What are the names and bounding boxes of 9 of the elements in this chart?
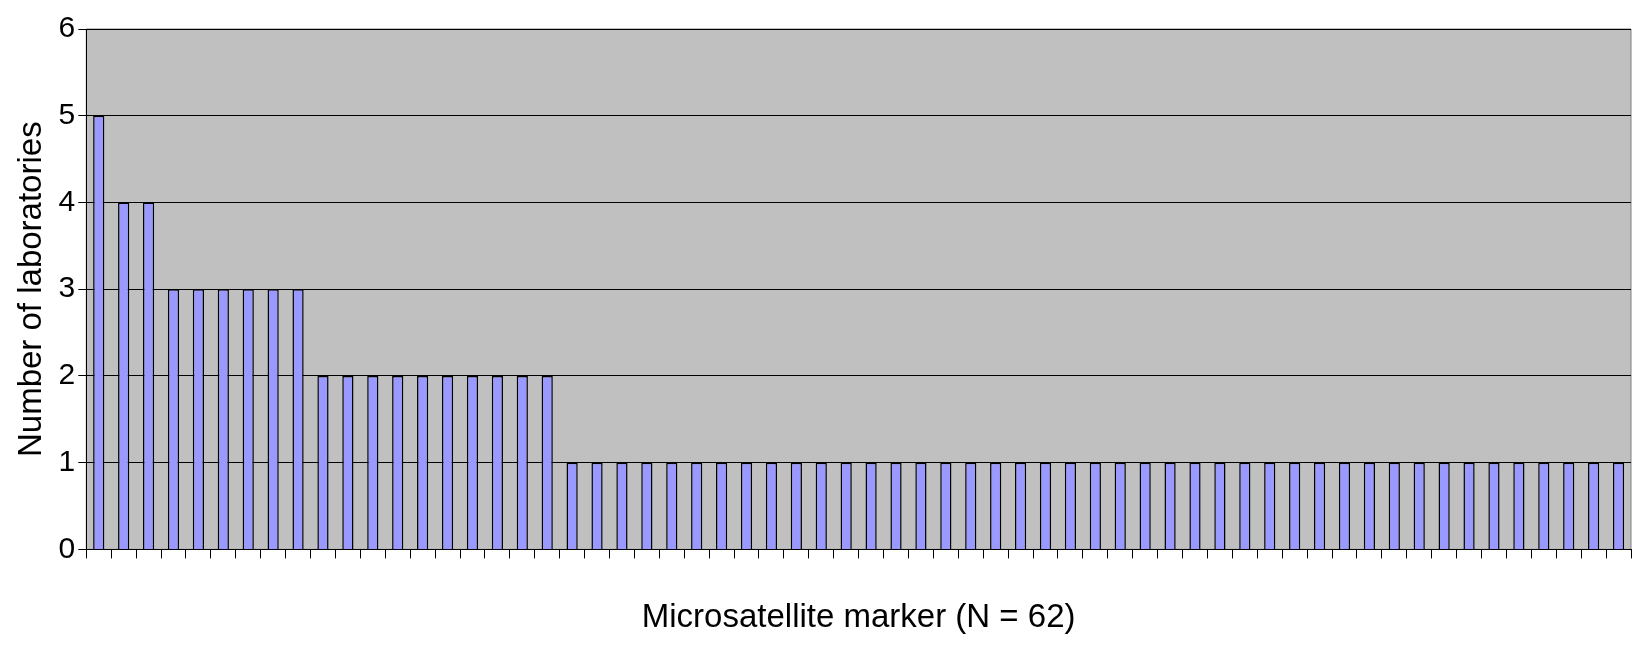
y-tick-label: 1 — [58, 443, 76, 477]
y-tick-label: 0 — [58, 530, 76, 564]
y-tick-label: 4 — [58, 183, 76, 217]
y-tick-label: 6 — [58, 10, 76, 44]
y-tick-label: 3 — [58, 270, 76, 304]
x-axis-title: Microsatellite marker (N = 62) — [641, 597, 1076, 635]
y-axis-title: Number of laboratories — [10, 121, 48, 458]
y-tick-label: 5 — [58, 97, 76, 130]
y-tick-label: 2 — [58, 357, 76, 391]
